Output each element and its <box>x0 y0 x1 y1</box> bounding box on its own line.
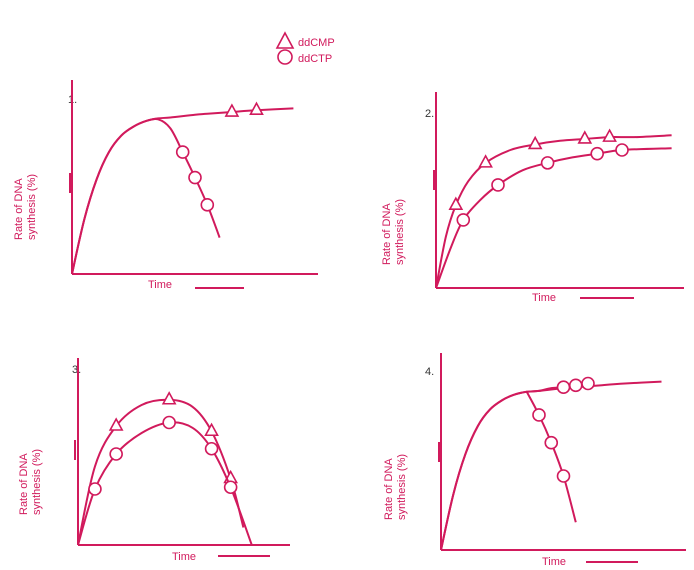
series-line-ddcmp <box>71 107 294 275</box>
svg-text:synthesis (%): synthesis (%) <box>396 454 408 520</box>
data-point-triangle <box>478 154 493 168</box>
series-line-ddcmp <box>440 380 662 551</box>
panel-4: 4. Rate of DNA synthesis (%) Time <box>383 366 638 568</box>
data-point-circle <box>491 178 505 192</box>
data-point-circle <box>223 480 238 495</box>
data-point-triangle <box>108 417 124 431</box>
data-point-circle <box>175 145 190 159</box>
panel-4-plot <box>440 353 686 551</box>
y-axis-label: Rate of DNA synthesis (%) <box>381 199 406 265</box>
data-point-circle <box>88 482 102 496</box>
data-point-circle <box>188 170 202 185</box>
legend-circle-marker <box>277 49 293 65</box>
data-point-circle <box>162 415 176 430</box>
svg-text:synthesis (%): synthesis (%) <box>26 174 38 240</box>
panel-1-plot <box>71 80 318 275</box>
svg-text:Rate of DNA: Rate of DNA <box>13 178 25 240</box>
svg-text:Rate of DNA: Rate of DNA <box>381 203 393 265</box>
data-point-circle <box>568 378 583 393</box>
y-axis-label: Rate of DNA synthesis (%) <box>13 174 38 240</box>
data-point-circle <box>456 213 471 227</box>
series-line-ddctp <box>71 117 221 275</box>
series-line-ddctp <box>435 147 672 289</box>
data-point-circle <box>556 469 571 483</box>
data-point-triangle <box>527 135 543 150</box>
svg-text:Rate of DNA: Rate of DNA <box>383 458 395 520</box>
series-line-ddctp <box>440 382 589 551</box>
legend: ddCMP ddCTP <box>275 31 335 65</box>
panel-number: 4. <box>425 366 434 378</box>
data-point-circle <box>556 380 571 395</box>
data-point-circle <box>615 143 629 157</box>
data-point-circle <box>109 447 123 461</box>
series-line-ddcmp <box>435 134 672 289</box>
data-point-circle <box>581 376 595 391</box>
data-point-circle <box>204 441 219 456</box>
panel-3: 3. Rate of DNA synthesis (%) Time <box>18 364 270 563</box>
data-point-triangle <box>249 101 264 115</box>
x-axis-label: Time <box>542 556 566 568</box>
data-point-triangle <box>577 130 593 144</box>
svg-text:Rate of DNA: Rate of DNA <box>18 453 30 515</box>
panel-3-plot <box>77 358 290 546</box>
panel-number: 2. <box>425 108 434 120</box>
legend-label-ddcmp: ddCMP <box>298 37 335 49</box>
data-point-circle <box>200 198 215 212</box>
panel-number: 3. <box>72 364 81 376</box>
data-point-triangle <box>161 391 177 405</box>
x-axis-label: Time <box>148 279 172 291</box>
data-point-circle <box>544 435 559 450</box>
data-point-triangle <box>204 422 219 437</box>
data-point-triangle <box>224 103 240 117</box>
y-axis-label: Rate of DNA synthesis (%) <box>383 454 408 520</box>
y-axis-label: Rate of DNA synthesis (%) <box>18 449 43 515</box>
data-point-circle <box>590 146 605 161</box>
x-axis-label: Time <box>532 292 556 304</box>
data-point-triangle <box>602 128 617 142</box>
panel-1: 1. Rate of DNA synthesis (%) Time <box>13 94 244 291</box>
legend-label-ddctp: ddCTP <box>298 53 332 65</box>
svg-text:synthesis (%): synthesis (%) <box>31 449 43 515</box>
data-point-circle <box>540 156 555 170</box>
panel-2-plot <box>435 92 684 289</box>
data-point-triangle <box>448 196 464 210</box>
panel-2: 2. Rate of DNA synthesis (%) Time <box>381 108 634 304</box>
svg-text:synthesis (%): synthesis (%) <box>394 199 406 265</box>
legend-triangle-marker <box>275 31 295 49</box>
plot-layer <box>71 80 686 551</box>
x-axis-label: Time <box>172 551 196 563</box>
data-point-circle <box>532 408 546 422</box>
